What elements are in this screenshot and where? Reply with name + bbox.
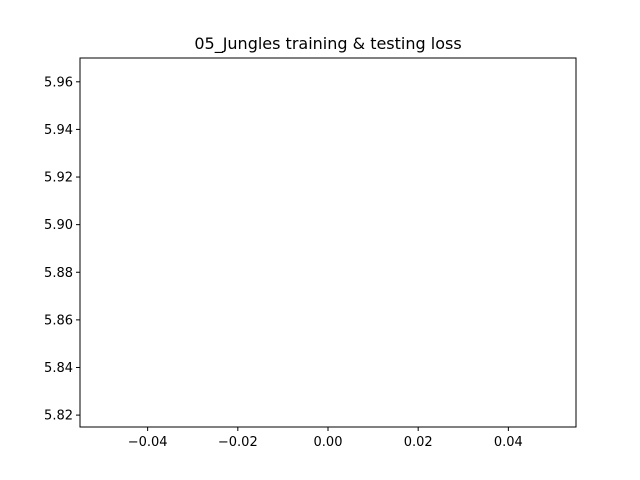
x-tick-label: 0.02 — [404, 435, 433, 450]
x-axis: −0.04 −0.02 0.00 0.02 0.04 — [128, 427, 523, 450]
x-tick-label: 0.04 — [494, 435, 523, 450]
y-tick-label: 5.88 — [44, 266, 73, 281]
x-tick-label: −0.04 — [128, 435, 168, 450]
y-tick-label: 5.82 — [44, 409, 73, 424]
x-tick-label: −0.02 — [218, 435, 258, 450]
y-tick-label: 5.94 — [44, 123, 73, 138]
chart-title: 05_Jungles training & testing loss — [194, 34, 461, 54]
y-tick-label: 5.96 — [44, 75, 73, 90]
x-tick-label: 0.00 — [314, 435, 343, 450]
y-tick-label: 5.90 — [44, 218, 73, 233]
y-axis: 5.82 5.84 5.86 5.88 5.90 5.92 5.94 5.96 — [44, 75, 80, 424]
y-tick-label: 5.92 — [44, 171, 73, 186]
plot-area-frame — [79, 57, 577, 428]
y-tick-label: 5.84 — [44, 361, 73, 376]
y-tick-label: 5.86 — [44, 313, 73, 328]
